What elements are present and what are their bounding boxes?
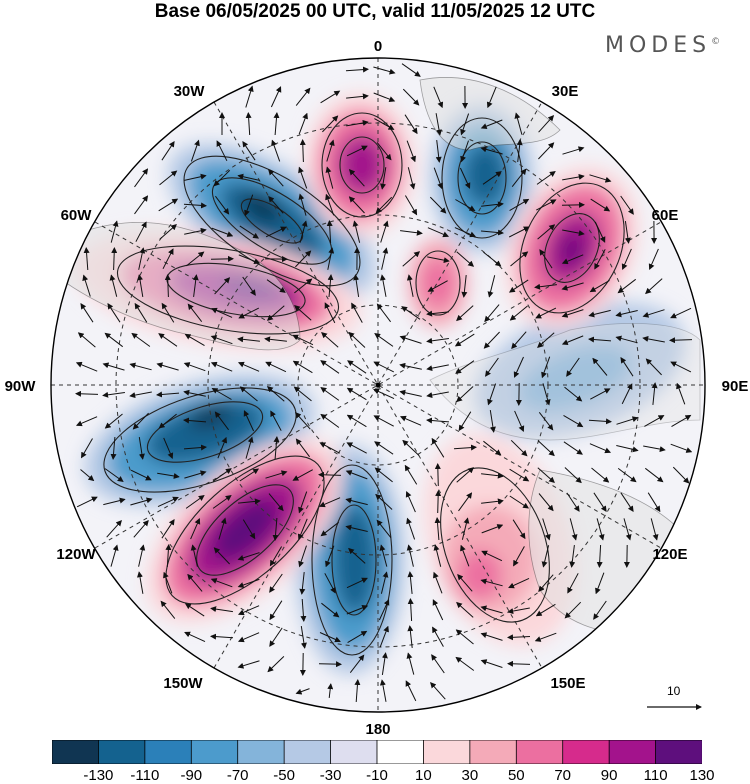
lon-label-90e: 90E — [722, 378, 749, 395]
colorbar-swatch — [609, 740, 656, 764]
colorbar-tick-label: 70 — [554, 767, 571, 784]
colorbar-tick-label: 110 — [644, 767, 668, 784]
colorbar-swatch — [470, 740, 517, 764]
colorbar-swatch — [423, 740, 470, 764]
colorbar-swatch — [563, 740, 610, 764]
lon-label-150w: 150W — [163, 675, 203, 692]
colorbar-swatch — [331, 740, 378, 764]
colorbar-tick-label: 130 — [689, 767, 714, 784]
lon-label-30w: 30W — [174, 83, 206, 100]
north-pole-marker — [376, 383, 381, 388]
colorbar-swatch — [238, 740, 285, 764]
lon-label-150e: 150E — [550, 675, 585, 692]
lon-label-60e: 60E — [652, 207, 679, 224]
colorbar-swatch — [191, 740, 238, 764]
wind-vector — [319, 664, 341, 665]
colorbar-tick-label: 30 — [462, 767, 479, 784]
wind-vector — [438, 491, 439, 513]
colorbar-tick-label: -110 — [130, 767, 159, 784]
colorbar-tick-label: -90 — [180, 767, 202, 784]
colorbar-tick-label: -130 — [83, 767, 113, 784]
colorbar-tick-label: -10 — [366, 767, 388, 784]
colorbar-tick-label: 90 — [601, 767, 618, 784]
colorbar-swatch — [284, 740, 331, 764]
colorbar-swatch — [516, 740, 563, 764]
colorbar-tick-label: -50 — [273, 767, 295, 784]
colorbar-swatch — [52, 740, 99, 764]
colorbar — [52, 740, 702, 764]
lon-label-180: 180 — [365, 721, 390, 735]
lon-label-30e: 30E — [552, 83, 579, 100]
lon-label-60w: 60W — [61, 207, 93, 224]
colorbar-tick-label: 50 — [508, 767, 525, 784]
colorbar-swatch — [656, 740, 702, 764]
colorbar-swatch — [377, 740, 424, 764]
polar-map: 0 30E 60E 90E 120E 150E 180 150W 120W 90… — [0, 0, 750, 735]
lon-label-90w: 90W — [5, 378, 37, 395]
reference-vector-label: 10 — [667, 684, 680, 698]
colorbar-tick-label: -70 — [227, 767, 249, 784]
colorbar-tick-label: -30 — [320, 767, 342, 784]
colorbar-swatch — [98, 740, 145, 764]
lon-label-0: 0 — [374, 38, 382, 55]
lon-label-120e: 120E — [652, 546, 687, 563]
colorbar-tick-label: 10 — [415, 767, 432, 784]
lon-label-120w: 120W — [56, 546, 96, 563]
wind-vector — [438, 464, 439, 486]
colorbar-swatch — [145, 740, 192, 764]
